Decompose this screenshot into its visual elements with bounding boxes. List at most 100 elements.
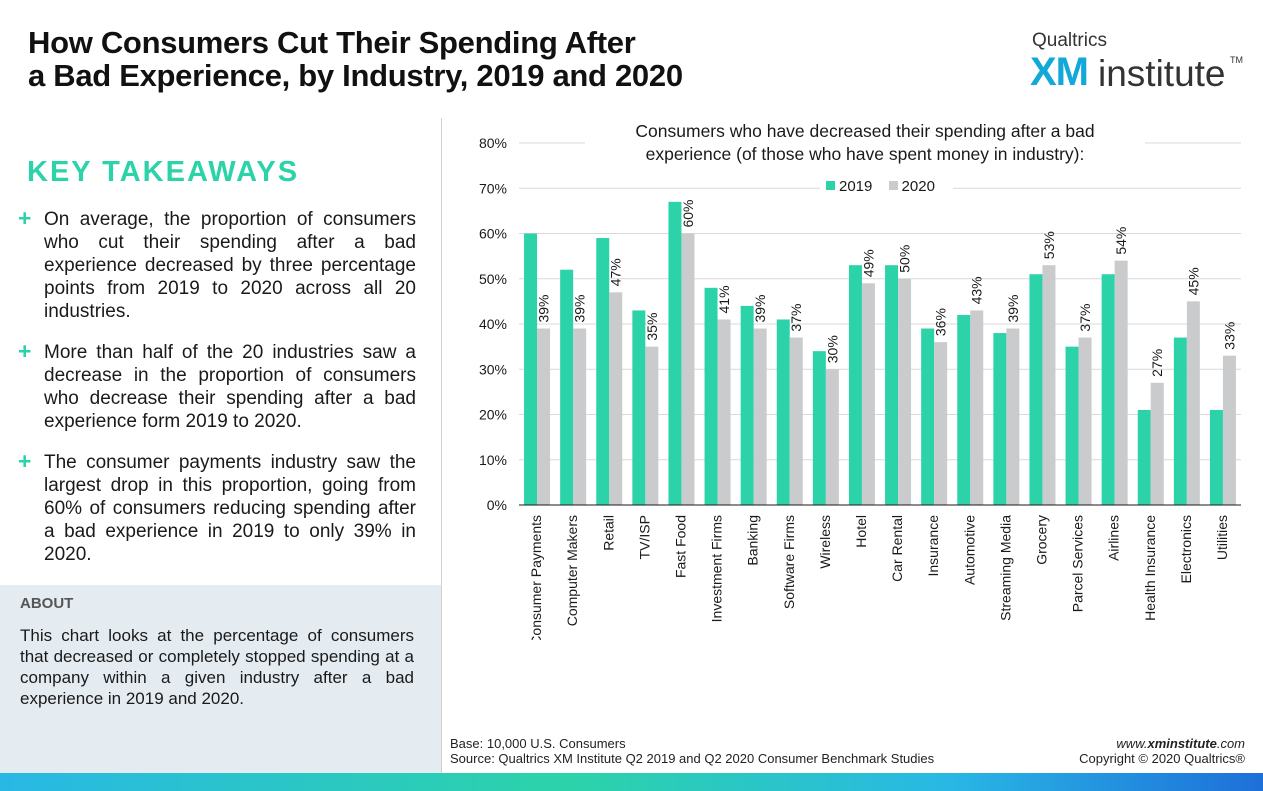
data-label-2020: 33% [1221,322,1237,350]
data-label-2020: 54% [1113,227,1129,255]
x-tick-label: Software Firms [781,515,797,609]
x-tick-label: Insurance [925,515,941,577]
footer-credits: www.xminstitute.com Copyright © 2020 Qua… [1079,736,1245,766]
bar-2019-8 [812,351,826,505]
data-label-2020: 39% [572,294,588,322]
footer-base: Base: 10,000 U.S. Consumers [450,736,626,751]
data-label-2020: 49% [860,249,876,277]
bar-2019-9 [848,265,862,505]
bar-2020-18 [1186,301,1200,505]
bar-2020-19 [1222,355,1236,505]
bar-2020-8 [825,369,839,505]
bar-2019-1 [560,269,574,505]
takeaway-item: + On average, the proportion of consumer… [18,205,416,323]
x-tick-label: TV/ISP [636,515,652,559]
bar-2020-12 [970,310,984,505]
footer-copyright: Copyright © 2020 Qualtrics® [1079,751,1245,766]
x-tick-label: Hotel [853,515,869,548]
site-bold: xminstitute [1147,736,1217,751]
bar-2020-7 [789,337,803,505]
logo-institute-text: institute [1098,53,1226,94]
data-label-2020: 45% [1185,267,1201,295]
x-tick-label: Parcel Services [1070,515,1086,612]
plus-icon: + [18,205,32,231]
x-tick-label: Airlines [1106,515,1122,561]
bar-2019-14 [1029,274,1043,505]
bar-2019-12 [957,314,971,505]
y-tick-label: 40% [479,316,507,332]
x-tick-label: Utilities [1214,515,1230,560]
takeaway-text: More than half of the 20 industries saw … [44,342,416,432]
takeaway-text: The consumer payments industry saw the l… [44,452,416,565]
x-tick-label: Banking [745,515,761,566]
bar-2019-2 [596,238,610,505]
bar-2019-3 [632,310,646,505]
takeaway-item: + The consumer payments industry saw the… [18,448,416,566]
chart-title: Consumers who have decreased their spend… [585,120,1145,166]
x-tick-label: Automotive [961,515,977,585]
data-label-2020: 30% [824,335,840,363]
data-label-2020: 39% [536,294,552,322]
bar-2019-17 [1137,409,1151,505]
x-tick-label: Wireless [817,515,833,569]
data-label-2020: 36% [933,308,949,336]
y-tick-label: 20% [479,407,507,423]
data-label-2020: 37% [1077,304,1093,332]
bar-2019-18 [1173,337,1187,505]
x-tick-label: Electronics [1178,515,1194,583]
logo-xm-text: XM [1030,50,1089,94]
bar-2019-19 [1209,409,1223,505]
plus-icon: + [18,448,32,474]
legend-item-2020: 2020 [888,178,935,195]
y-tick-label: 50% [479,271,507,287]
x-tick-label: Investment Firms [709,515,725,622]
legend-label-2020: 2020 [901,178,935,195]
data-label-2020: 43% [969,276,985,304]
bar-2019-16 [1101,274,1115,505]
bar-2020-6 [753,328,767,505]
footer-source: Source: Qualtrics XM Institute Q2 2019 a… [450,751,935,766]
x-tick-label: Streaming Media [997,515,1013,621]
x-tick-label: Grocery [1033,515,1049,565]
bar-2020-17 [1150,382,1164,505]
about-panel: ABOUT This chart looks at the percentage… [0,585,441,773]
bar-2019-0 [524,233,538,505]
y-tick-label: 10% [479,452,507,468]
bar-2020-16 [1114,260,1128,505]
data-label-2020: 50% [897,245,913,273]
bar-2019-7 [776,319,790,505]
about-heading: ABOUT [20,595,74,612]
logo-qualtrics-text: Qualtrics [1032,30,1107,51]
takeaway-item: + More than half of the 20 industries sa… [18,338,416,433]
about-text: This chart looks at the percentage of co… [20,626,414,708]
x-tick-label: Health Insurance [1142,515,1158,621]
footer-website[interactable]: www.xminstitute.com [1079,736,1245,751]
page-title: How Consumers Cut Their Spending After a… [28,26,788,92]
x-tick-label: Consumer Payments [528,515,544,640]
chart-title-line2: experience (of those who have spent mone… [645,144,1085,164]
bar-2020-10 [898,278,912,505]
bar-2019-13 [993,333,1007,505]
logo-trademark: TM [1230,55,1243,65]
legend-label-2019: 2019 [839,178,873,195]
site-prefix: www. [1116,736,1148,751]
x-tick-label: Computer Makers [564,515,580,626]
bar-2020-14 [1042,265,1056,505]
data-label-2020: 60% [680,199,696,227]
chart-title-line1: Consumers who have decreased their spend… [635,121,1095,141]
key-takeaways-heading: KEY TAKEAWAYS [27,156,300,188]
footer-sources: Base: 10,000 U.S. Consumers Source: Qual… [450,736,934,766]
bar-2020-5 [717,319,731,505]
bar-2020-4 [681,233,695,505]
bar-2020-2 [609,292,623,505]
bar-2020-1 [573,328,587,505]
y-tick-label: 60% [479,226,507,242]
data-label-2020: 37% [788,304,804,332]
x-tick-label: Fast Food [672,515,688,578]
page-title-line2: a Bad Experience, by Industry, 2019 and … [28,58,683,93]
y-tick-label: 30% [479,361,507,377]
y-tick-label: 80% [479,135,507,151]
bar-2020-0 [537,328,551,505]
takeaway-text: On average, the proportion of consumers … [44,209,416,322]
y-tick-label: 0% [487,497,507,513]
